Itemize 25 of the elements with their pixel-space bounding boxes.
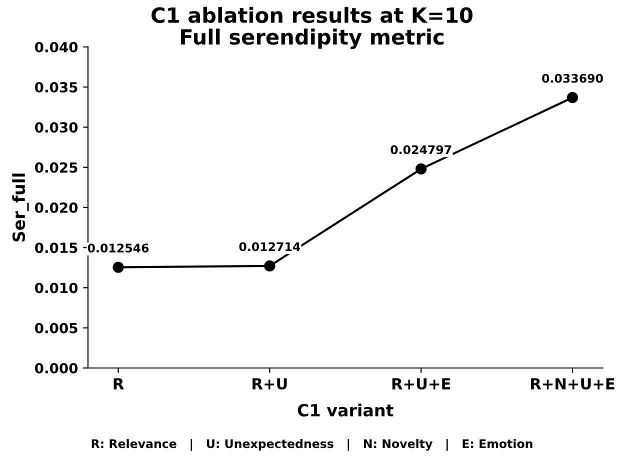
x-axis-title: C1 variant <box>298 404 394 417</box>
y-tick-label: 0.040 <box>34 42 78 52</box>
y-tick-label: 0.035 <box>34 82 78 93</box>
x-tick-label: R+U <box>252 378 287 390</box>
y-axis-title: Ser_full <box>12 174 29 242</box>
x-tick-label: R+U+E <box>392 378 450 390</box>
point <box>112 262 124 273</box>
y-tick-label: 0.010 <box>34 282 78 294</box>
data-label: 0.012714 <box>239 242 300 252</box>
point <box>264 260 276 272</box>
text: R: Relevance | U: Unexpectedness | N: Novelty | E: Emotion <box>92 438 532 451</box>
point <box>566 92 578 104</box>
data-label: 0.024797 <box>390 145 452 154</box>
chart-title: C1 ablation results at K=10 Full serendipity metric <box>152 6 472 49</box>
y-tick-label: 0.015 <box>34 242 78 254</box>
data-label: 0.033690 <box>542 74 603 83</box>
data-label: 0.012546 <box>88 244 149 253</box>
x-tick-label: R+N+U+E <box>531 378 614 390</box>
point <box>416 163 427 175</box>
y-tick-label: 0.000 <box>34 362 78 374</box>
y-tick-label: 0.020 <box>34 202 78 213</box>
y-tick-label: 0.005 <box>34 322 78 334</box>
x-tick-label: R <box>114 378 124 390</box>
y-tick-label: 0.025 <box>34 162 78 173</box>
y-tick-label: 0.030 <box>34 122 78 133</box>
